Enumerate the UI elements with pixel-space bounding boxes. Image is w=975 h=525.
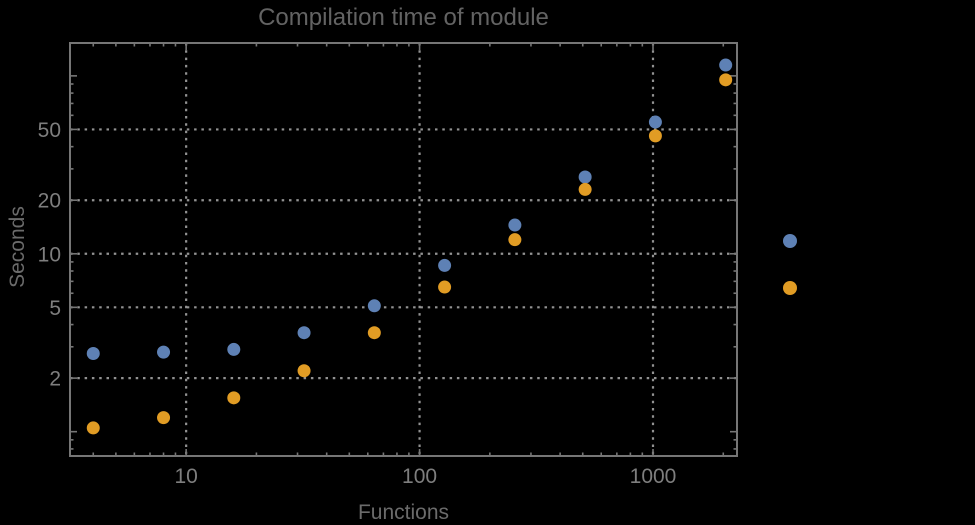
x-axis-label: Functions <box>357 501 450 524</box>
x-tick-label: 100 <box>402 465 437 488</box>
scatter-series-orange <box>86 73 733 435</box>
legend-marker <box>783 234 797 248</box>
legend <box>783 234 797 295</box>
x-tick-labels: 10 100 1000 <box>174 465 676 488</box>
scatter-series-blue <box>86 58 733 361</box>
y-tick-label: 50 <box>38 119 61 142</box>
data-point <box>86 347 100 361</box>
chart-title: Compilation time of module <box>258 4 549 31</box>
data-point <box>648 129 662 143</box>
data-point <box>578 182 592 196</box>
x-tick-label: 1000 <box>630 465 677 488</box>
y-tick-label: 10 <box>38 243 61 266</box>
data-point <box>86 421 100 435</box>
data-point <box>508 233 522 247</box>
data-point <box>297 364 311 378</box>
data-point <box>227 342 241 356</box>
x-tick-label: 10 <box>174 465 197 488</box>
y-tick-label: 2 <box>49 368 61 391</box>
data-point <box>367 299 381 313</box>
data-point <box>719 58 733 72</box>
data-point <box>438 258 452 272</box>
axis-ticks <box>70 43 737 456</box>
y-axis-label: Seconds <box>6 206 29 288</box>
data-point <box>438 280 452 294</box>
plot-frame <box>69 42 738 457</box>
y-tick-label: 5 <box>49 297 61 320</box>
data-point <box>157 411 171 425</box>
data-point <box>297 326 311 340</box>
data-point <box>508 218 522 232</box>
y-tick-label: 20 <box>38 190 61 213</box>
data-point <box>227 391 241 405</box>
data-point <box>578 170 592 184</box>
legend-marker <box>783 281 797 295</box>
data-point <box>648 115 662 129</box>
gridlines <box>70 43 737 456</box>
data-point <box>157 345 171 359</box>
y-tick-labels: 2 5 10 20 50 <box>38 119 61 391</box>
data-point <box>719 73 733 87</box>
data-point <box>367 326 381 340</box>
